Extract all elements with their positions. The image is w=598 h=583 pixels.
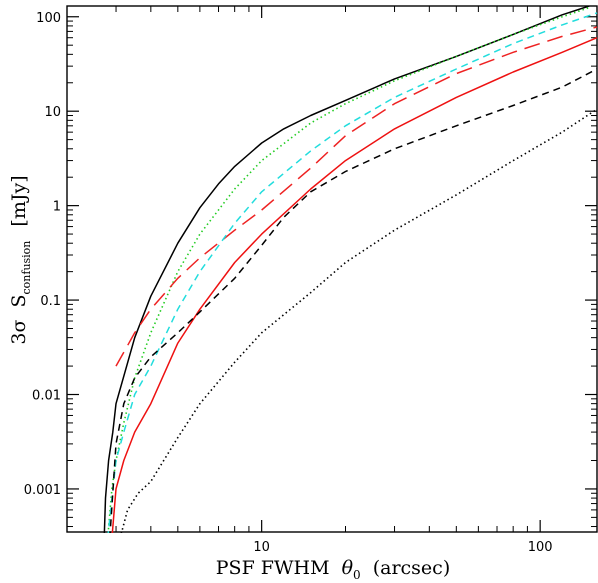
major-ticks: [67, 6, 597, 532]
y-tick-label: 0.1: [40, 294, 61, 309]
x-axis-label-unit: (arcsec): [373, 557, 451, 579]
series-line-green-dotted: [107, 6, 590, 533]
x-tick-labels: 10 100: [253, 540, 552, 555]
series-line-black-solid: [103, 6, 590, 533]
y-tick-label: 0.01: [32, 389, 61, 404]
y-axis-label-main: S: [8, 295, 30, 308]
series-line-red-solid: [111, 37, 598, 533]
y-axis-label-unit: [mJy]: [8, 175, 30, 226]
y-tick-label: 1: [53, 200, 61, 215]
series-line-red-longdash: [115, 26, 598, 367]
series-line-cyan-dashed: [107, 12, 598, 533]
x-axis-label: PSF FWHM θ0 (arcsec): [216, 557, 450, 583]
x-tick-label: 100: [528, 540, 553, 555]
x-tick-label: 10: [253, 540, 270, 555]
y-tick-label: 10: [44, 105, 61, 120]
series-line-black-dotted: [120, 108, 598, 533]
y-axis-label-prefix: 3σ: [8, 320, 30, 345]
x-axis-label-main: PSF FWHM: [216, 557, 330, 579]
y-tick-label: 100: [36, 11, 61, 26]
series-group: [103, 6, 598, 533]
x-axis-label-symbol: θ: [342, 557, 354, 579]
y-tick-labels: 0.001 0.01 0.1 1 10 100: [24, 11, 61, 498]
plot-frame: [66, 5, 598, 533]
y-axis-label: 3σ Sconfusion [mJy]: [8, 175, 35, 344]
minor-ticks: [67, 6, 597, 532]
x-axis-label-symbol-sub: 0: [353, 568, 361, 582]
y-axis-label-sub: confusion: [20, 241, 33, 295]
y-tick-label: 0.001: [24, 483, 61, 498]
series-line-black-dashed: [109, 68, 598, 533]
